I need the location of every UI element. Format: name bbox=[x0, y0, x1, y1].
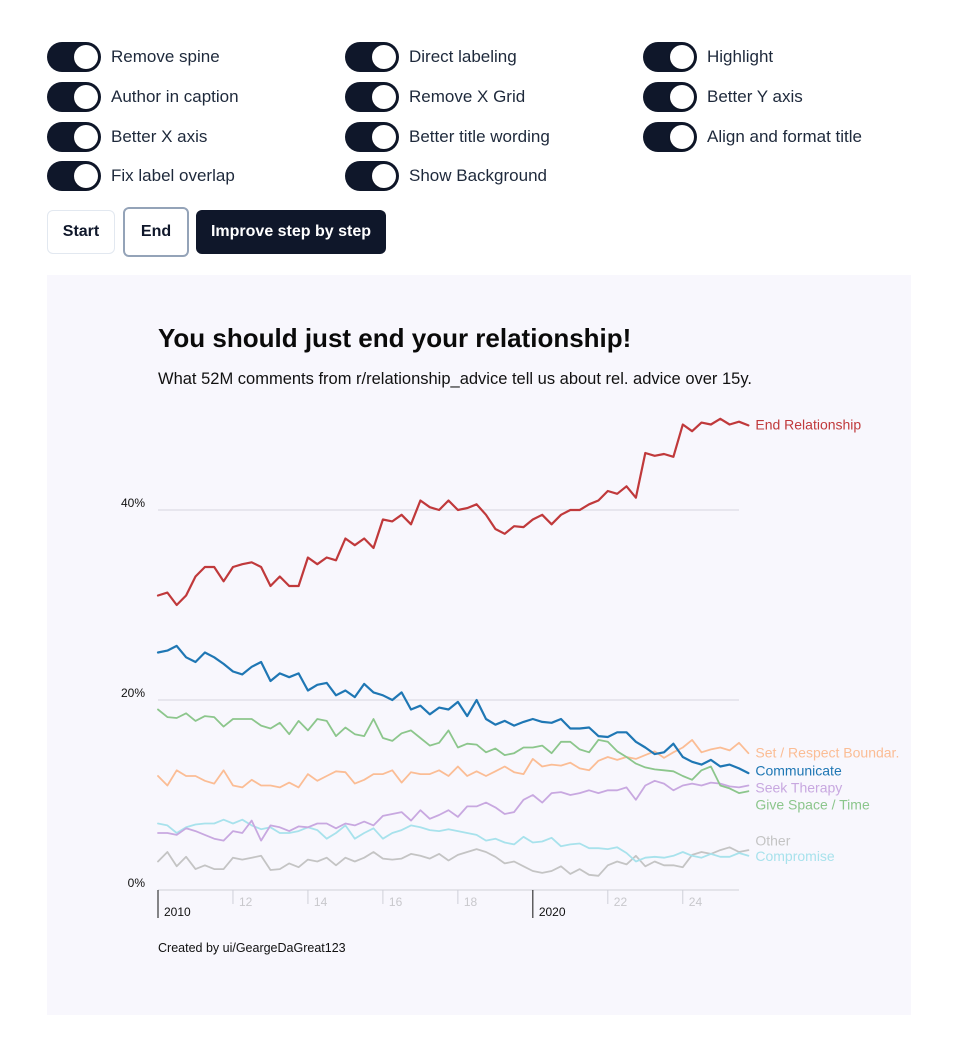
chart-panel: 0% 20% 40% 2010 12 14 16 18 2020 22 24 End Relation… bbox=[47, 275, 911, 1015]
chart-title: You should just end your relationship! bbox=[158, 323, 632, 353]
series-line-communicate bbox=[156, 644, 750, 775]
end-label-other: Other bbox=[755, 833, 790, 849]
toggle-switch-author-in-caption[interactable] bbox=[47, 82, 101, 112]
toggle-switch-remove-x-grid[interactable] bbox=[345, 82, 399, 112]
toggle-knob bbox=[372, 125, 396, 149]
y-tick-label: 20% bbox=[121, 686, 145, 700]
toggle-row-align-and-format-title[interactable]: Align and format title bbox=[643, 122, 862, 152]
toggle-knob bbox=[670, 125, 694, 149]
toggle-row-fix-label-overlap[interactable]: Fix label overlap bbox=[47, 161, 235, 191]
end-label-set-respect-boundar: Set / Respect Boundar. bbox=[755, 744, 899, 760]
series-line-other bbox=[157, 846, 750, 877]
x-tick-label: 2010 bbox=[164, 905, 191, 919]
toggle-label-highlight: Highlight bbox=[707, 47, 774, 66]
toggle-row-highlight[interactable]: Highlight bbox=[643, 42, 773, 72]
toggle-row-remove-x-grid[interactable]: Remove X Grid bbox=[345, 82, 525, 112]
toggle-knob bbox=[74, 85, 98, 109]
toggle-knob bbox=[372, 164, 396, 188]
end-label-give-space-time: Give Space / Time bbox=[755, 797, 870, 813]
y-tick-label: 0% bbox=[128, 876, 146, 890]
toggle-controls: Remove spine Author in caption Better X … bbox=[47, 42, 927, 202]
toggle-row-remove-spine[interactable]: Remove spine bbox=[47, 42, 220, 72]
chart-subtitle: What 52M comments from r/relationship_ad… bbox=[158, 370, 752, 388]
toggle-label-remove-spine: Remove spine bbox=[111, 47, 220, 66]
toggle-label-direct-labeling: Direct labeling bbox=[409, 47, 517, 66]
toggle-row-better-x-axis[interactable]: Better X axis bbox=[47, 122, 207, 152]
line-chart: 0% 20% 40% 2010 12 14 16 18 2020 22 24 End Relation… bbox=[121, 417, 899, 920]
x-tick-label: 22 bbox=[614, 895, 628, 909]
series-line-seek-therapy bbox=[157, 779, 750, 842]
toggle-label-fix-label-overlap: Fix label overlap bbox=[111, 166, 235, 185]
toggle-knob bbox=[372, 45, 396, 69]
toggle-knob bbox=[74, 164, 98, 188]
x-tick-label: 14 bbox=[314, 895, 328, 909]
chart-caption: Created by ui/GeargeDaGreat123 bbox=[158, 941, 346, 955]
end-label-communicate: Communicate bbox=[755, 762, 842, 778]
start-button[interactable]: Start bbox=[47, 210, 115, 254]
toggle-label-better-y-axis: Better Y axis bbox=[707, 87, 803, 106]
toggle-knob bbox=[670, 45, 694, 69]
toggle-switch-fix-label-overlap[interactable] bbox=[47, 161, 101, 191]
x-tick-label: 12 bbox=[239, 895, 253, 909]
toggle-switch-show-background[interactable] bbox=[345, 161, 399, 191]
toggle-knob bbox=[372, 85, 396, 109]
toggle-switch-direct-labeling[interactable] bbox=[345, 42, 399, 72]
x-tick-label: 2020 bbox=[539, 905, 566, 919]
series-line-give-space-time bbox=[157, 708, 750, 794]
toggle-row-author-in-caption[interactable]: Author in caption bbox=[47, 82, 239, 112]
toggle-knob bbox=[74, 125, 98, 149]
series-line-end-relationship bbox=[156, 417, 750, 607]
toggle-label-align-and-format-title: Align and format title bbox=[707, 127, 862, 146]
toggle-switch-highlight[interactable] bbox=[643, 42, 697, 72]
toggle-label-better-x-axis: Better X axis bbox=[111, 127, 208, 146]
toggle-label-author-in-caption: Author in caption bbox=[111, 87, 239, 106]
toggle-knob bbox=[670, 85, 694, 109]
toggle-label-better-title-wording: Better title wording bbox=[409, 127, 550, 146]
toggle-label-remove-x-grid: Remove X Grid bbox=[409, 87, 526, 106]
end-label-compromise: Compromise bbox=[755, 848, 835, 864]
end-button[interactable]: End bbox=[123, 207, 189, 257]
toggle-knob bbox=[74, 45, 98, 69]
toggle-row-direct-labeling[interactable]: Direct labeling bbox=[345, 42, 517, 72]
toggle-switch-better-y-axis[interactable] bbox=[643, 82, 697, 112]
x-tick-label: 24 bbox=[689, 895, 703, 909]
toggle-row-better-title-wording[interactable]: Better title wording bbox=[345, 122, 550, 152]
toggle-label-show-background: Show Background bbox=[409, 166, 547, 185]
end-label-seek-therapy: Seek Therapy bbox=[755, 779, 842, 795]
improve-step-by-step-button[interactable]: Improve step by step bbox=[196, 210, 386, 254]
toggle-row-better-y-axis[interactable]: Better Y axis bbox=[643, 82, 803, 112]
toggle-row-show-background[interactable]: Show Background bbox=[345, 161, 547, 191]
toggle-switch-better-x-axis[interactable] bbox=[47, 122, 101, 152]
toggle-switch-remove-spine[interactable] bbox=[47, 42, 101, 72]
x-tick-label: 18 bbox=[464, 895, 478, 909]
series-line-compromise bbox=[157, 818, 750, 863]
x-tick-label: 16 bbox=[389, 895, 403, 909]
y-tick-label: 40% bbox=[121, 496, 145, 510]
series-line-set-respect-boundar bbox=[157, 738, 750, 789]
end-label-end-relationship: End Relationship bbox=[755, 417, 861, 433]
toggle-switch-better-title-wording[interactable] bbox=[345, 122, 399, 152]
toggle-switch-align-and-format-title[interactable] bbox=[643, 122, 697, 152]
